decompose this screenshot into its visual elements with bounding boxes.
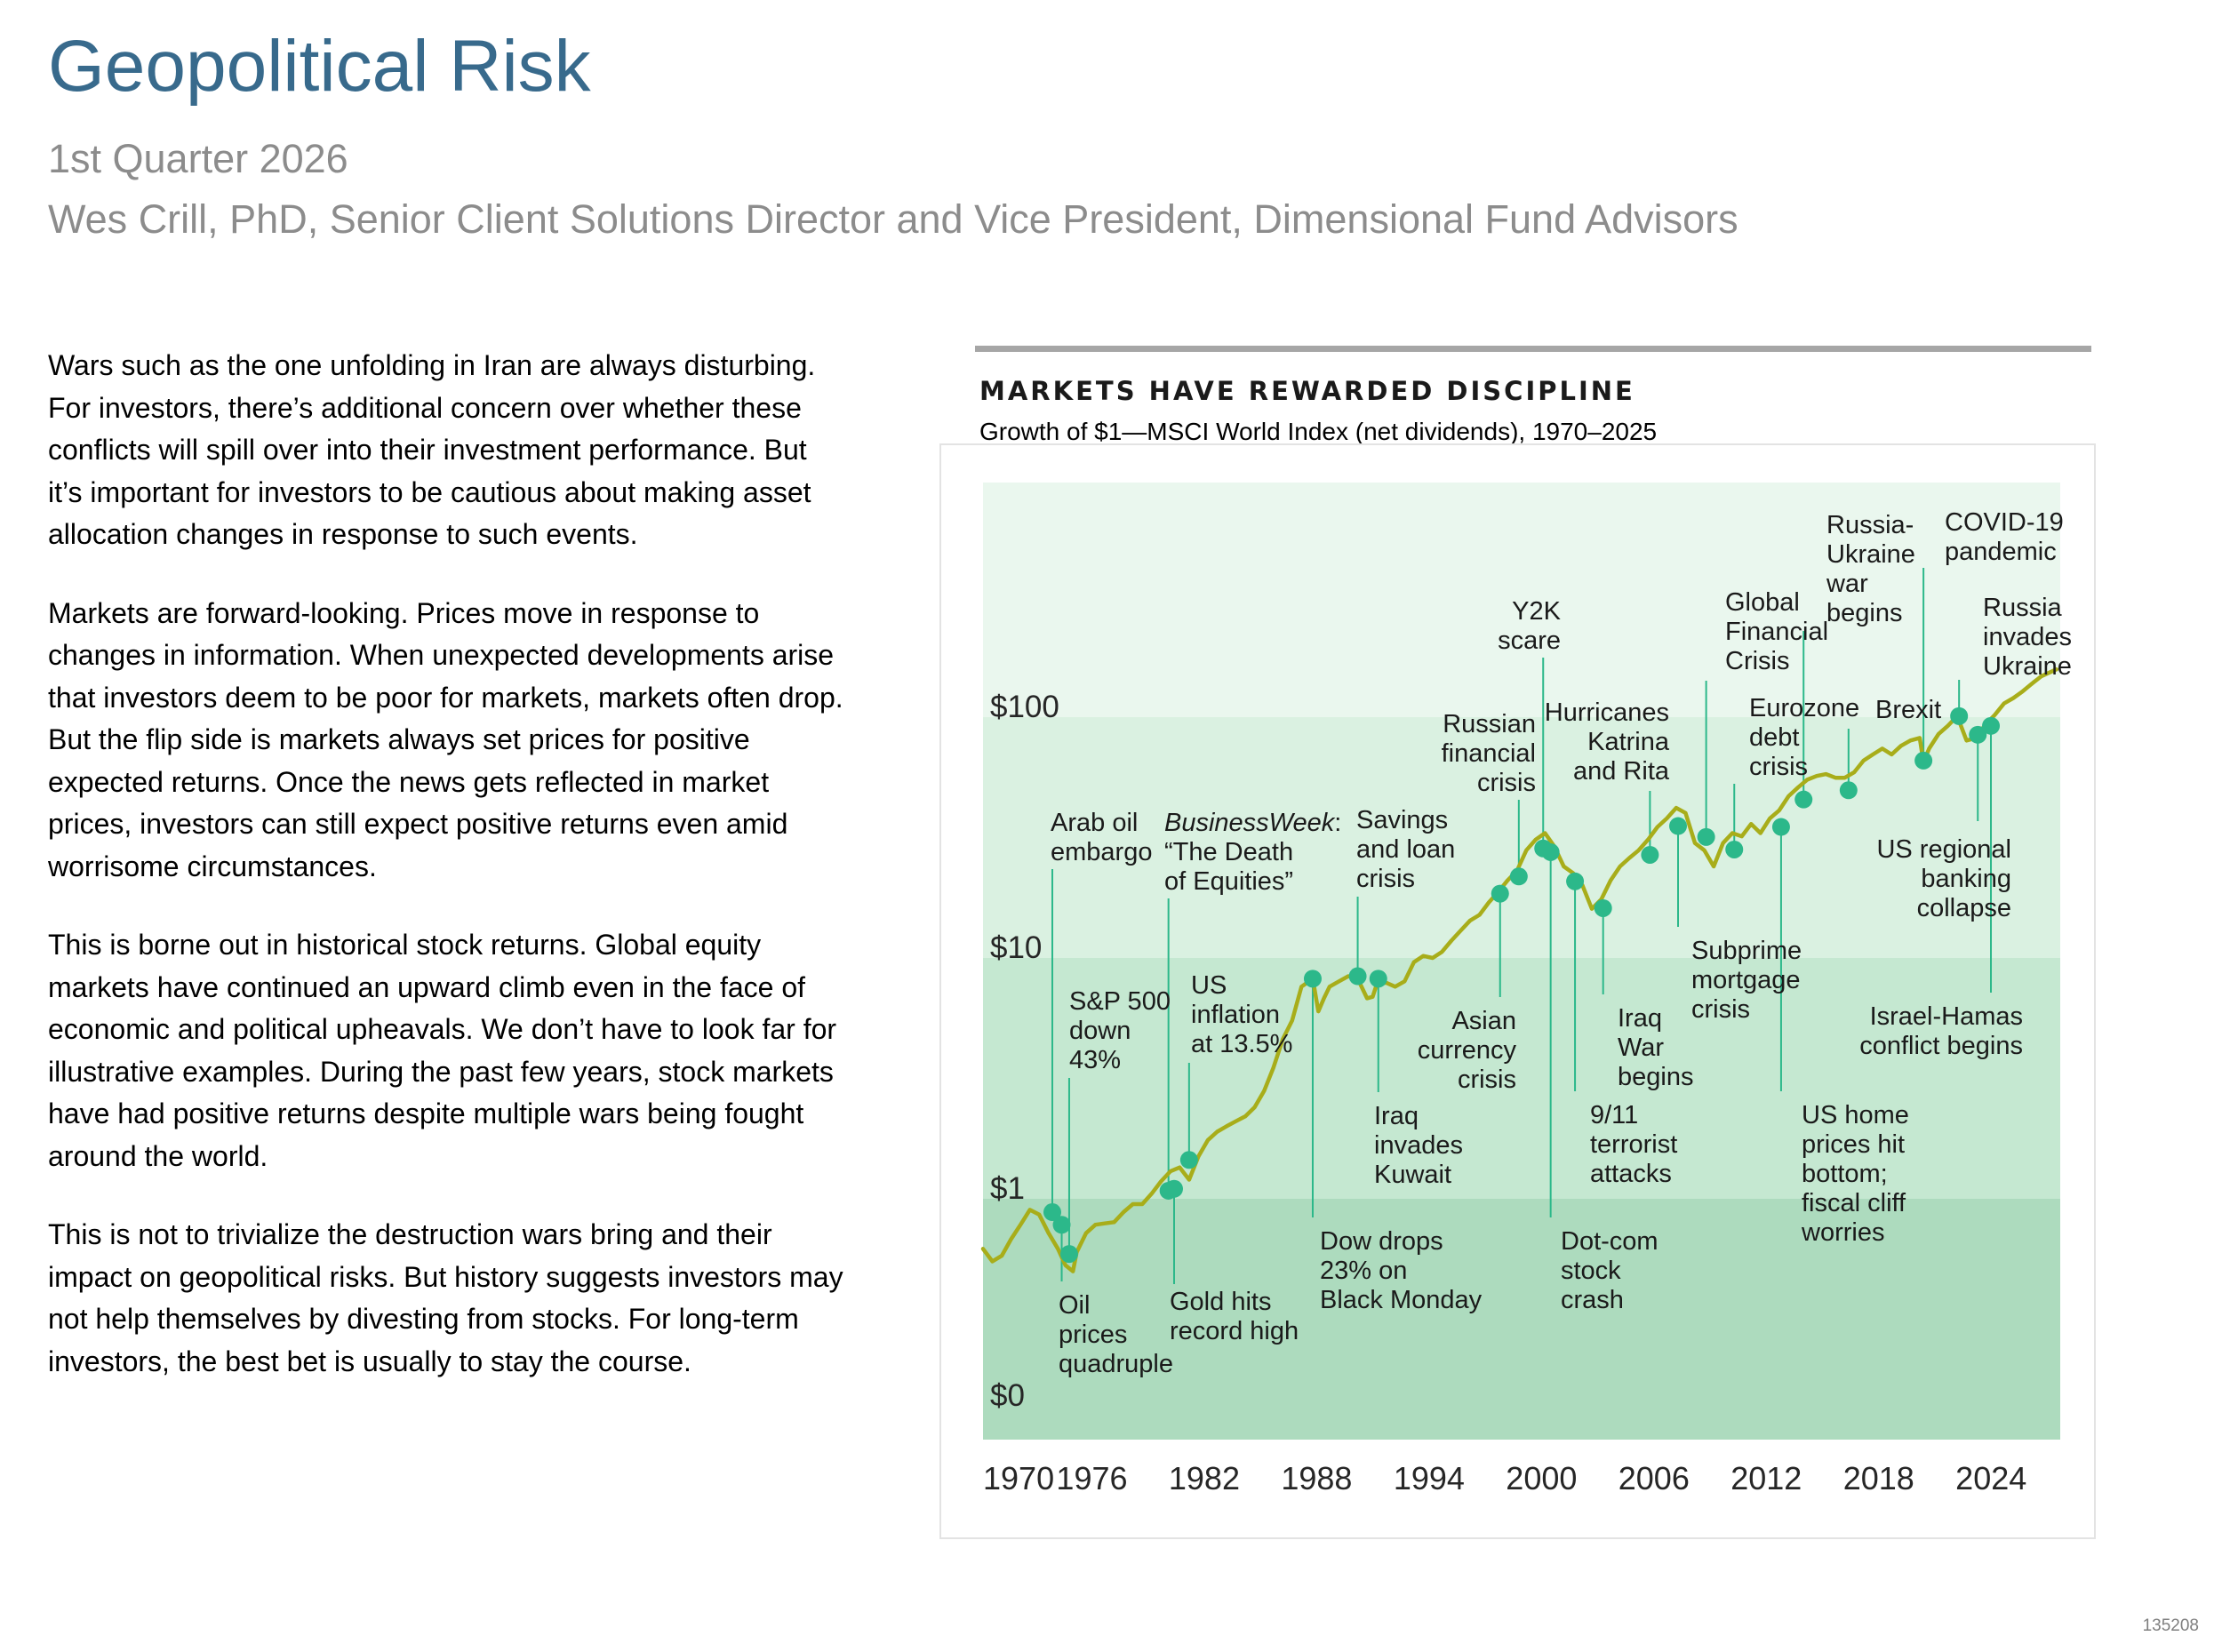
event-label: 9/11 terrorist attacks bbox=[1590, 1101, 1677, 1188]
paragraph-4: This is not to trivialize the destructio… bbox=[48, 1218, 843, 1377]
event-label: COVID-19 pandemic bbox=[1945, 508, 2064, 566]
x-tick-label: 2012 bbox=[1730, 1460, 1802, 1496]
event-marker bbox=[1839, 781, 1858, 800]
event-marker bbox=[1794, 790, 1813, 809]
y-tick-label: $100 bbox=[990, 690, 1059, 724]
event-label: S&P 500 down 43% bbox=[1069, 987, 1171, 1074]
chart-band-1 bbox=[983, 483, 2060, 717]
paragraph-2: Markets are forward-looking. Prices move… bbox=[48, 596, 843, 882]
event-label: Dot-com stock crash bbox=[1561, 1227, 1659, 1314]
chart-heading: MARKETS HAVE REWARDED DISCIPLINE bbox=[979, 376, 1635, 406]
x-tick-label: 2006 bbox=[1619, 1460, 1690, 1496]
x-tick-label: 1982 bbox=[1169, 1460, 1240, 1496]
event-marker bbox=[1771, 818, 1790, 836]
x-tick-label: 2024 bbox=[1955, 1460, 2026, 1496]
event-label: US home prices hit bottom; fiscal cliff worr… bbox=[1801, 1101, 1909, 1247]
event-label: Gold hits record high bbox=[1170, 1288, 1299, 1345]
event-marker bbox=[1303, 970, 1322, 988]
document-code: 135208 bbox=[2142, 1616, 2199, 1635]
event-label: Iraq War begins bbox=[1618, 1004, 1693, 1091]
event-label: Arab oil embargo bbox=[1051, 809, 1152, 866]
event-marker bbox=[1369, 970, 1387, 988]
event-label: Russia invades Ukraine bbox=[1983, 594, 2072, 681]
event-marker bbox=[1641, 845, 1659, 864]
x-tick-label: 1994 bbox=[1394, 1460, 1465, 1496]
event-label: Global Financial Crisis bbox=[1725, 588, 1828, 675]
chart-frame bbox=[939, 443, 2096, 1539]
event-label: Israel-Hamas conflict begins bbox=[1859, 1002, 2023, 1060]
event-label: Dow drops 23% on Black Monday bbox=[1320, 1227, 1483, 1314]
event-marker bbox=[1509, 867, 1528, 886]
event-label: Iraq invades Kuwait bbox=[1374, 1102, 1463, 1189]
event-marker bbox=[1982, 716, 2001, 735]
event-marker bbox=[1059, 1245, 1078, 1264]
x-tick-label: 1976 bbox=[1056, 1460, 1127, 1496]
event-marker bbox=[1725, 840, 1744, 858]
event-marker bbox=[1594, 898, 1612, 917]
chart-band-4 bbox=[983, 1199, 2060, 1440]
event-label: Oil prices quadruple bbox=[1059, 1291, 1173, 1378]
event-marker bbox=[1950, 706, 1969, 725]
event-label: Y2K scare bbox=[1498, 597, 1562, 655]
event-label: Brexit bbox=[1875, 696, 1941, 724]
x-tick-label: 1988 bbox=[1281, 1460, 1352, 1496]
event-label: Subprime mortgage crisis bbox=[1691, 937, 1802, 1024]
chart-band-2 bbox=[983, 717, 2060, 958]
event-label: US regional banking collapse bbox=[1876, 835, 2011, 922]
paragraph-1: Wars such as the one unfolding in Iran a… bbox=[48, 349, 816, 550]
page-subtitle: 1st Quarter 2026 bbox=[48, 136, 348, 181]
event-label: US inflation at 13.5% bbox=[1191, 971, 1292, 1058]
paragraph-3: This is borne out in historical stock re… bbox=[48, 929, 837, 1172]
event-marker bbox=[1043, 1203, 1061, 1222]
y-tick-label: $0 bbox=[990, 1378, 1025, 1413]
chart-band-3 bbox=[983, 958, 2060, 1199]
chart-caption: Growth of $1—MSCI World Index (net divid… bbox=[979, 418, 1658, 445]
event-marker bbox=[1179, 1151, 1198, 1169]
article-body: Wars such as the one unfolding in Iran a… bbox=[48, 345, 848, 1419]
event-label: Russian financial crisis bbox=[1442, 710, 1536, 797]
x-tick-label: 2018 bbox=[1843, 1460, 1914, 1496]
event-label: Savings and loan crisis bbox=[1356, 806, 1455, 893]
event-marker bbox=[1052, 1216, 1071, 1234]
event-marker bbox=[1491, 884, 1509, 903]
event-label: Hurricanes Katrina and Rita bbox=[1545, 698, 1670, 786]
page-title: Geopolitical Risk bbox=[48, 26, 591, 107]
event-label: Russia-Ukraine war begins bbox=[1826, 511, 1915, 627]
event-marker bbox=[1669, 817, 1688, 835]
event-marker bbox=[1541, 842, 1560, 861]
event-label: BusinessWeek: “The Death of Equities” bbox=[1164, 809, 1341, 896]
event-marker bbox=[1914, 751, 1933, 770]
msci-world-line bbox=[980, 666, 2059, 1273]
event-marker bbox=[1566, 872, 1585, 890]
event-marker bbox=[1348, 967, 1367, 986]
y-tick-label: $1 bbox=[990, 1171, 1025, 1206]
chart-top-rule bbox=[975, 346, 2091, 352]
event-marker bbox=[1697, 827, 1715, 846]
event-marker bbox=[1969, 725, 1987, 744]
author-byline: Wes Crill, PhD, Senior Client Solutions … bbox=[48, 196, 1738, 242]
y-tick-label: $10 bbox=[990, 930, 1042, 965]
event-label: Eurozone debt crisis bbox=[1749, 694, 1859, 781]
x-tick-label: 2000 bbox=[1506, 1460, 1577, 1496]
event-label: Asian currency crisis bbox=[1418, 1007, 1517, 1094]
x-tick-label: 1970 bbox=[983, 1460, 1054, 1496]
event-marker bbox=[1164, 1179, 1183, 1198]
